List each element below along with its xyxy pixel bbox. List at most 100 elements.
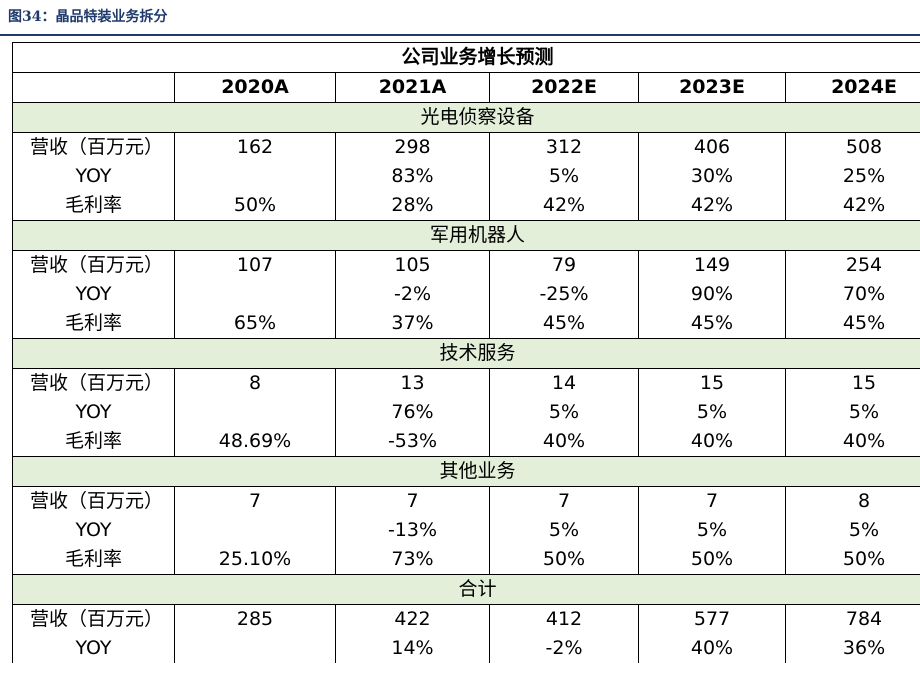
row-label: 营收（百万元） xyxy=(12,486,175,516)
section-header-row: 其他业务 xyxy=(11,456,920,487)
table-row: 毛利率 48.69% -53% 40% 40% 40% xyxy=(12,427,920,457)
year-header: 2023E xyxy=(638,72,786,103)
value-cell: -53% xyxy=(335,427,490,457)
value-cell: 42% xyxy=(784,191,920,221)
table-row: 毛利率 25.10% 73% 50% 50% 50% xyxy=(12,545,920,575)
value-cell: 8 xyxy=(174,368,336,398)
forecast-table: 公司业务增长预测 2020A 2021A 2022E 2023E 2024E 光… xyxy=(11,42,920,663)
value-cell: 412 xyxy=(489,604,639,634)
value-cell: 508 xyxy=(784,132,920,162)
value-cell: 422 xyxy=(335,604,490,634)
table-row: 营收（百万元） 107 105 79 149 254 xyxy=(12,250,920,280)
value-cell: 50% xyxy=(489,545,639,575)
table-row: YOY 83% 5% 30% 25% xyxy=(12,162,920,191)
section-title: 光电侦察设备 xyxy=(11,102,920,133)
value-cell: 7 xyxy=(638,486,786,516)
value-cell: 285 xyxy=(174,604,336,634)
table-row: YOY -2% -25% 90% 70% xyxy=(12,280,920,309)
value-cell: 5% xyxy=(489,398,639,427)
table-row: 营收（百万元） 8 13 14 15 15 xyxy=(12,368,920,398)
value-cell: 73% xyxy=(335,545,490,575)
value-cell: 40% xyxy=(638,634,786,663)
value-cell: 83% xyxy=(335,162,490,191)
value-cell: 105 xyxy=(335,250,490,280)
value-cell: 7 xyxy=(174,486,336,516)
row-label: YOY xyxy=(12,634,175,663)
row-label: 毛利率 xyxy=(12,309,175,339)
value-cell: 14 xyxy=(489,368,639,398)
section-header-row: 光电侦察设备 xyxy=(11,102,920,133)
value-cell xyxy=(174,516,336,545)
section-title: 其他业务 xyxy=(11,456,920,487)
value-cell: 13 xyxy=(335,368,490,398)
value-cell: 312 xyxy=(489,132,639,162)
row-label: 毛利率 xyxy=(12,427,175,457)
value-cell: 42% xyxy=(638,191,786,221)
value-cell: 28% xyxy=(335,191,490,221)
value-cell: 40% xyxy=(784,427,920,457)
section-title: 技术服务 xyxy=(11,338,920,369)
value-cell: 5% xyxy=(784,398,920,427)
value-cell: 90% xyxy=(638,280,786,309)
value-cell: 149 xyxy=(638,250,786,280)
row-label: 营收（百万元） xyxy=(12,132,175,162)
value-cell: 5% xyxy=(784,516,920,545)
value-cell: 79 xyxy=(489,250,639,280)
value-cell: 50% xyxy=(784,545,920,575)
value-cell: 15 xyxy=(784,368,920,398)
row-label: 营收（百万元） xyxy=(12,368,175,398)
value-cell: 36% xyxy=(784,634,920,663)
table-title: 公司业务增长预测 xyxy=(11,42,920,73)
section-title: 军用机器人 xyxy=(11,220,920,251)
value-cell: 45% xyxy=(638,309,786,339)
year-header-row: 2020A 2021A 2022E 2023E 2024E xyxy=(12,72,920,103)
value-cell: 8 xyxy=(784,486,920,516)
section-header-row: 军用机器人 xyxy=(11,220,920,251)
value-cell: -25% xyxy=(489,280,639,309)
value-cell: 65% xyxy=(174,309,336,339)
value-cell: 45% xyxy=(784,309,920,339)
caption-rule xyxy=(0,34,920,36)
table-row: 毛利率 65% 37% 45% 45% 45% xyxy=(12,309,920,339)
value-cell: 25.10% xyxy=(174,545,336,575)
row-label: YOY xyxy=(12,516,175,545)
value-cell: 45% xyxy=(489,309,639,339)
section-title: 合计 xyxy=(11,574,920,605)
table-row: 营收（百万元） 162 298 312 406 508 xyxy=(12,132,920,162)
table-row: YOY -13% 5% 5% 5% xyxy=(12,516,920,545)
value-cell: 76% xyxy=(335,398,490,427)
value-cell: 5% xyxy=(489,516,639,545)
value-cell: 40% xyxy=(489,427,639,457)
year-header: 2020A xyxy=(174,72,336,103)
value-cell xyxy=(174,162,336,191)
value-cell: 50% xyxy=(638,545,786,575)
section-header-row: 技术服务 xyxy=(11,338,920,369)
value-cell: 7 xyxy=(335,486,490,516)
corner-cell xyxy=(12,72,175,103)
value-cell: 70% xyxy=(784,280,920,309)
value-cell: 7 xyxy=(489,486,639,516)
value-cell: 15 xyxy=(638,368,786,398)
value-cell: 30% xyxy=(638,162,786,191)
table-row: 毛利率 50% 28% 42% 42% 42% xyxy=(12,191,920,221)
value-cell: 42% xyxy=(489,191,639,221)
value-cell: 298 xyxy=(335,132,490,162)
value-cell: 5% xyxy=(489,162,639,191)
year-header: 2024E xyxy=(784,72,920,103)
value-cell: 406 xyxy=(638,132,786,162)
value-cell xyxy=(174,398,336,427)
value-cell: 40% xyxy=(638,427,786,457)
row-label: 毛利率 xyxy=(12,191,175,221)
row-label: YOY xyxy=(12,162,175,191)
value-cell: 5% xyxy=(638,516,786,545)
table-row: 营收（百万元） 285 422 412 577 784 xyxy=(12,604,920,634)
value-cell: 50% xyxy=(174,191,336,221)
value-cell: 48.69% xyxy=(174,427,336,457)
value-cell: 107 xyxy=(174,250,336,280)
value-cell: -2% xyxy=(335,280,490,309)
row-label: YOY xyxy=(12,280,175,309)
value-cell: 254 xyxy=(784,250,920,280)
value-cell: 25% xyxy=(784,162,920,191)
row-label: YOY xyxy=(12,398,175,427)
value-cell: -2% xyxy=(489,634,639,663)
